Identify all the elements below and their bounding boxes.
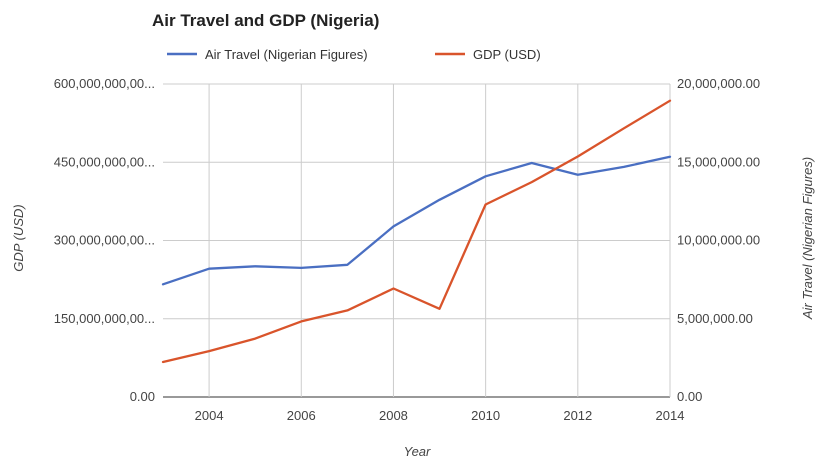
y-left-tick-label: 300,000,000,00... bbox=[54, 233, 155, 248]
y-left-tick-label: 450,000,000,00... bbox=[54, 154, 155, 169]
y-right-tick-label: 5,000,000.00 bbox=[677, 311, 753, 326]
y-right-tick-label: 20,000,000.00 bbox=[677, 76, 760, 91]
y-right-tick-label: 10,000,000.00 bbox=[677, 233, 760, 248]
x-tick-label: 2006 bbox=[287, 408, 316, 423]
legend: Air Travel (Nigerian Figures) GDP (USD) bbox=[167, 47, 541, 62]
y-right-tick-label: 15,000,000.00 bbox=[677, 154, 760, 169]
gridlines bbox=[163, 83, 671, 398]
axis-labels: 0.00 0.00 150,000,000,00... 5,000,000.00 300… bbox=[54, 76, 760, 423]
y-left-tick-label: 0.00 bbox=[130, 389, 155, 404]
legend-label-gdp: GDP (USD) bbox=[473, 47, 541, 62]
x-tick-label: 2014 bbox=[656, 408, 685, 423]
x-tick-label: 2004 bbox=[195, 408, 224, 423]
air-travel-series-line bbox=[161, 155, 672, 286]
gdp-series-line bbox=[161, 99, 672, 364]
y-right-tick-label: 0.00 bbox=[677, 389, 702, 404]
chart-title: Air Travel and GDP (Nigeria) bbox=[152, 11, 379, 30]
y-axis-right-title: Air Travel (Nigerian Figures) bbox=[800, 157, 815, 320]
x-tick-label: 2010 bbox=[471, 408, 500, 423]
y-left-tick-label: 600,000,000,00... bbox=[54, 76, 155, 91]
y-axis-left-title: GDP (USD) bbox=[11, 204, 26, 271]
legend-label-air-travel: Air Travel (Nigerian Figures) bbox=[205, 47, 368, 62]
x-axis-title: Year bbox=[404, 444, 431, 459]
x-tick-label: 2008 bbox=[379, 408, 408, 423]
x-tick-label: 2012 bbox=[563, 408, 592, 423]
y-left-tick-label: 150,000,000,00... bbox=[54, 311, 155, 326]
series-lines bbox=[161, 99, 672, 364]
